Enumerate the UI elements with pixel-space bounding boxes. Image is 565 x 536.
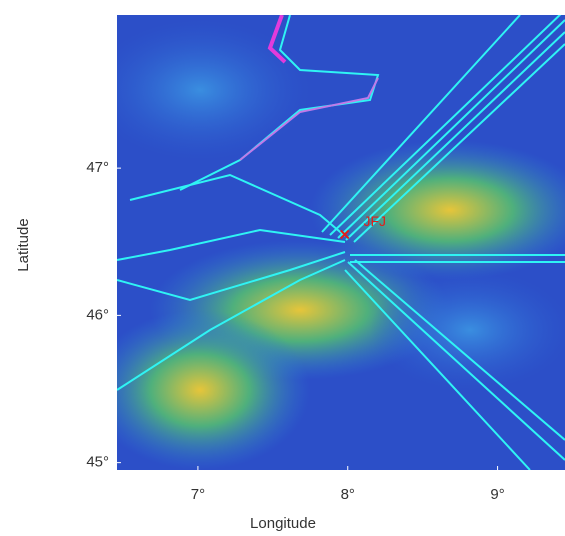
site-label: JFJ [363,213,386,229]
x-tick-label: 7° [191,486,205,503]
terrain [90,10,565,470]
x-axis-label: Longitude [250,515,316,532]
x-tick-label: 9° [490,486,504,503]
x-tick-label: 8° [341,486,355,503]
y-tick-label: 46° [86,306,109,323]
map-figure: Longitude Latitude 7° 8° 9° 45° 46° 47° JFJ [0,0,565,536]
y-axis-label: Latitude [15,218,32,271]
y-tick-label: 45° [86,454,109,471]
y-tick-label: 47° [86,159,109,176]
